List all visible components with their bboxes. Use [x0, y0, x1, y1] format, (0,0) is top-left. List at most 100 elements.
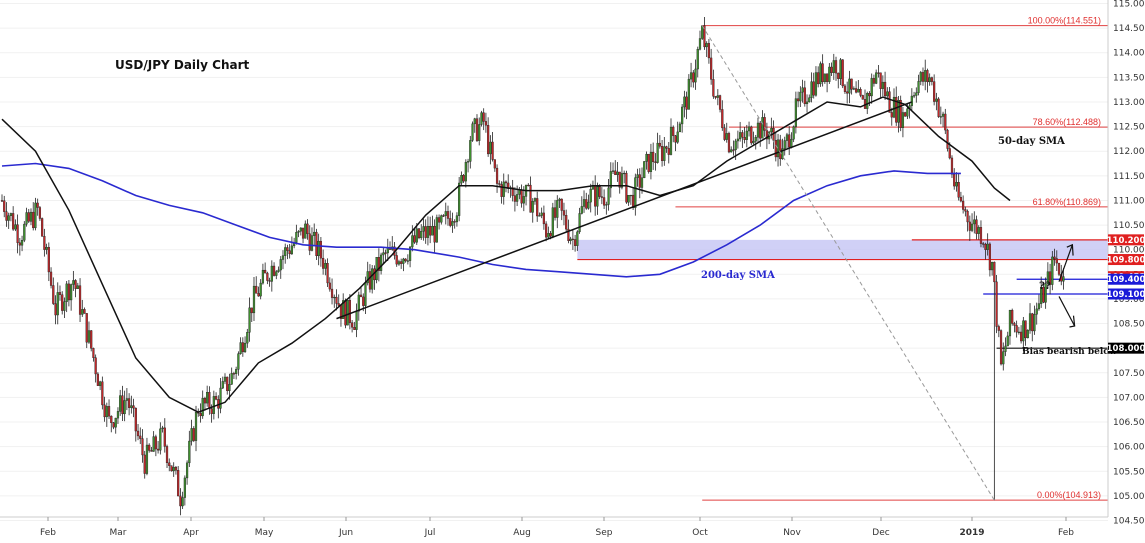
candle-body: [324, 263, 327, 269]
candle-body: [716, 95, 719, 98]
candle-body: [877, 72, 880, 74]
candle-body: [589, 188, 592, 203]
candle-body: [179, 495, 182, 507]
x-tick-label: Apr: [183, 528, 199, 538]
candle-body: [881, 81, 884, 89]
candle-body: [284, 247, 287, 256]
candle-body: [72, 280, 75, 285]
candle-body: [667, 148, 670, 155]
candle-body: [649, 151, 653, 172]
candle-body: [433, 226, 436, 243]
candle-body: [785, 134, 789, 141]
candle-body: [839, 59, 842, 79]
candle-body: [473, 118, 476, 125]
candle-body: [337, 303, 340, 306]
candle-body: [248, 307, 251, 333]
candle-body: [475, 118, 479, 141]
candle-body: [45, 247, 48, 250]
candle-body: [935, 98, 938, 102]
trendline: [336, 101, 913, 320]
candle-body: [63, 301, 66, 311]
candle-body: [734, 140, 737, 151]
candle-body: [380, 254, 383, 271]
candle-body: [928, 77, 931, 83]
candle-body: [1046, 271, 1049, 284]
candle-body: [879, 72, 882, 89]
x-tick-label: Jun: [338, 528, 353, 538]
candle-body: [355, 310, 358, 330]
candle-body: [694, 68, 697, 83]
candle-body: [890, 112, 893, 118]
candle-body: [3, 200, 6, 212]
y-tick-label: 106.500: [1113, 418, 1145, 428]
candle-body: [404, 258, 407, 262]
candle-body: [511, 187, 514, 196]
candle-body: [765, 130, 768, 140]
candle-body: [799, 91, 802, 102]
candle-body: [500, 184, 503, 197]
candle-body: [1004, 345, 1007, 352]
candle-body: [631, 194, 635, 208]
sma-200-line: [1, 162, 961, 278]
fibonacci-levels: 100.00%(114.551) 78.60%(112.488) 61.80%(11…: [675, 16, 1108, 501]
candle-body: [377, 256, 380, 271]
candle-body: [966, 210, 969, 223]
candle-body: [930, 77, 934, 82]
candle-body: [431, 226, 434, 236]
candle-body: [984, 243, 987, 250]
candle-body: [792, 126, 795, 140]
candle-body: [221, 381, 224, 389]
candle-body: [230, 373, 233, 385]
candle-body: [618, 171, 621, 188]
candle-body: [145, 444, 149, 474]
candle-body: [36, 202, 39, 208]
candle-body: [917, 81, 920, 93]
candle-body: [159, 428, 162, 451]
candle-body: [275, 271, 278, 276]
candle-body: [979, 227, 983, 244]
x-tick-label: Dec: [872, 528, 889, 538]
candle-body: [788, 134, 791, 148]
candle-body: [620, 173, 624, 188]
candle-body: [130, 405, 133, 408]
x-tick-label: May: [255, 528, 274, 538]
candle-body: [317, 240, 320, 257]
candle-body: [703, 25, 706, 48]
candle-body: [1035, 308, 1038, 315]
candle-body: [643, 161, 646, 179]
candle-body: [183, 477, 186, 498]
candle-body: [892, 96, 896, 118]
candle-body: [542, 212, 545, 225]
candle-body: [897, 99, 900, 123]
candle-body: [85, 313, 88, 343]
candle-body: [359, 294, 363, 298]
candle-body: [27, 212, 30, 222]
candle-body: [261, 269, 265, 284]
candle-body: [538, 215, 541, 217]
candle-body: [397, 261, 401, 265]
candle-body: [594, 185, 597, 207]
candle-body: [743, 137, 746, 140]
candle-body: [74, 280, 77, 289]
candle-body: [250, 307, 253, 314]
candle-body: [444, 211, 447, 216]
candle-body: [502, 181, 505, 197]
candle-body: [264, 269, 267, 274]
candle-body: [335, 296, 338, 304]
candle-body: [168, 462, 171, 466]
x-tick-label: Nov: [783, 528, 801, 538]
candle-body: [803, 87, 806, 105]
candle-body: [692, 72, 695, 83]
candle-body: [469, 140, 472, 162]
candle-body: [872, 78, 876, 84]
fib-label: 100.00%(114.551): [1028, 16, 1101, 26]
candle-body: [357, 294, 360, 312]
candle-body: [156, 448, 160, 451]
candle-body: [868, 93, 871, 97]
candle-body: [915, 92, 918, 96]
candle-body: [1028, 313, 1032, 331]
candle-body: [854, 88, 858, 93]
fib-label: 61.80%(110.869): [1033, 197, 1101, 207]
candle-body: [268, 280, 271, 282]
candle-body: [232, 373, 236, 375]
